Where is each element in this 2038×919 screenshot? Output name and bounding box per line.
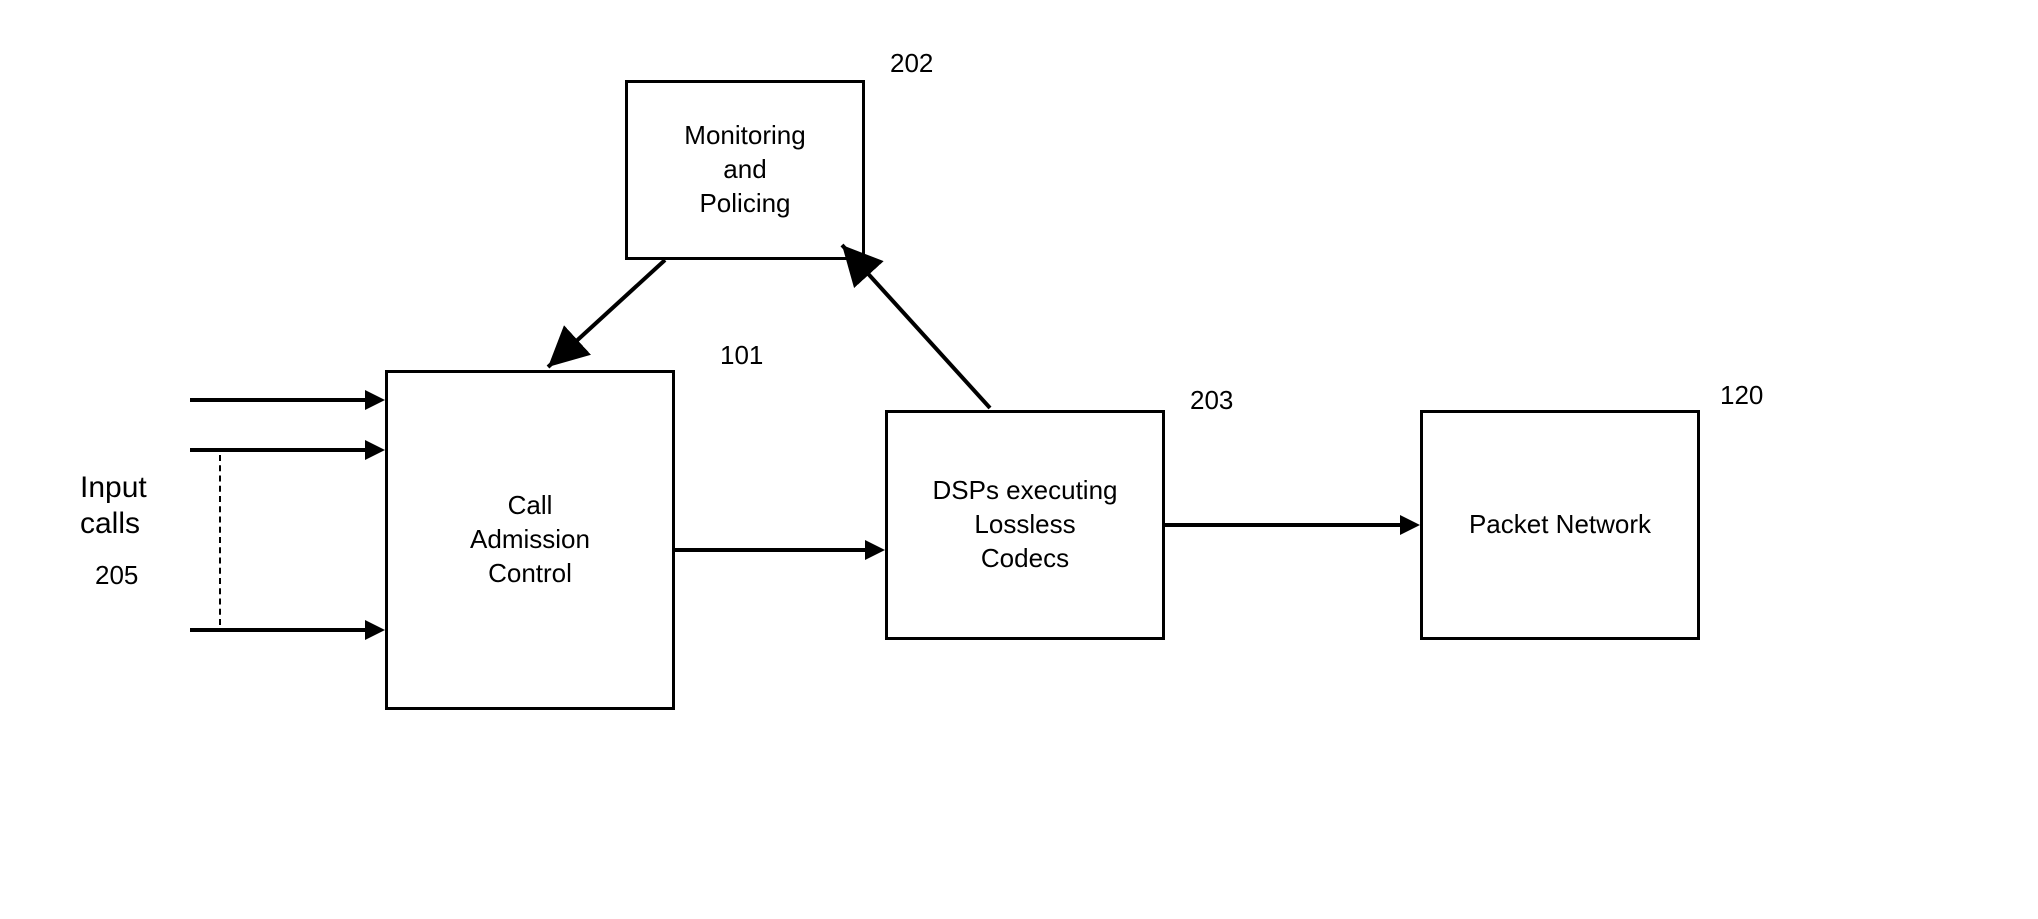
monitoring-to-cac-arrow: [0, 0, 2038, 919]
